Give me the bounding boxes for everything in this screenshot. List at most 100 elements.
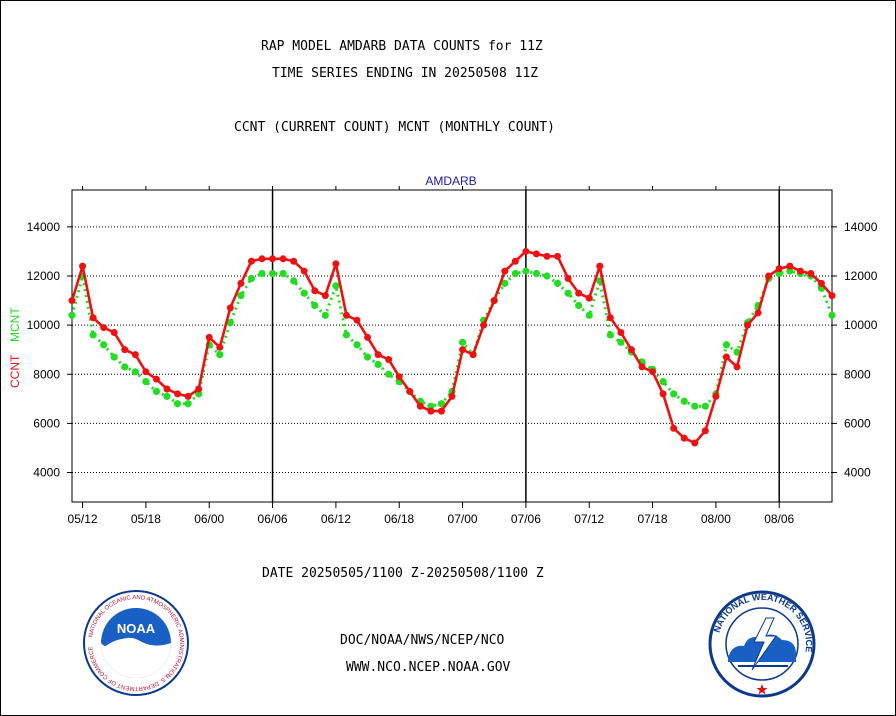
point-ccnt [543, 252, 551, 260]
y-label-mcnt: MCNT [8, 307, 22, 342]
y-tick-label-right: 4000 [844, 466, 871, 480]
point-ccnt [575, 289, 583, 297]
point-ccnt [121, 346, 129, 354]
point-ccnt [152, 375, 160, 383]
point-mcnt [68, 311, 76, 319]
point-ccnt [332, 260, 340, 268]
point-ccnt [321, 292, 329, 300]
point-ccnt [195, 385, 203, 393]
point-ccnt [226, 304, 234, 312]
point-mcnt [363, 353, 372, 361]
point-ccnt [691, 439, 699, 447]
point-ccnt [744, 321, 752, 329]
y-tick-label: 8000 [33, 367, 60, 381]
point-ccnt [606, 314, 614, 322]
point-ccnt [174, 390, 182, 398]
point-ccnt [733, 363, 741, 371]
point-ccnt [754, 309, 762, 317]
point-mcnt [258, 269, 266, 278]
point-mcnt [152, 387, 161, 396]
y-tick-label-right: 8000 [844, 367, 871, 381]
point-ccnt [701, 427, 709, 435]
point-mcnt [163, 392, 171, 400]
y-tick-label: 14000 [27, 220, 61, 234]
point-ccnt [342, 311, 350, 319]
svg-text:NOAA: NOAA [117, 621, 156, 636]
point-mcnt [184, 400, 192, 408]
y-tick-label-right: 14000 [844, 220, 878, 234]
point-ccnt [807, 270, 815, 278]
point-ccnt [796, 267, 804, 275]
point-mcnt [226, 319, 234, 327]
point-ccnt [554, 252, 562, 260]
point-mcnt [458, 338, 467, 346]
point-ccnt [522, 247, 530, 255]
x-tick-label: 08/06 [764, 512, 794, 526]
point-mcnt [216, 350, 224, 359]
point-ccnt [649, 368, 657, 376]
point-mcnt [268, 269, 277, 278]
point-mcnt [237, 292, 245, 300]
point-mcnt [575, 301, 583, 310]
point-mcnt [300, 289, 308, 297]
point-ccnt [765, 272, 773, 280]
point-mcnt [828, 311, 836, 319]
point-mcnt [290, 277, 298, 285]
point-mcnt [437, 400, 446, 408]
point-mcnt [786, 267, 794, 275]
point-mcnt [722, 341, 731, 349]
point-ccnt [269, 255, 277, 263]
point-mcnt [110, 353, 118, 361]
point-ccnt [89, 314, 97, 322]
point-mcnt [142, 378, 150, 386]
point-ccnt [142, 368, 150, 376]
point-ccnt [670, 424, 678, 432]
point-ccnt [110, 328, 118, 336]
point-mcnt [532, 269, 541, 278]
y-tick-label: 12000 [27, 269, 61, 283]
point-ccnt [300, 267, 308, 275]
point-mcnt [670, 390, 678, 398]
point-ccnt [258, 255, 266, 263]
series-ccnt [68, 247, 836, 447]
point-ccnt [184, 392, 192, 400]
point-ccnt [828, 292, 836, 300]
point-ccnt [364, 333, 372, 341]
point-ccnt [279, 255, 287, 263]
point-ccnt [501, 267, 509, 275]
point-ccnt [205, 333, 213, 341]
point-ccnt [786, 262, 794, 270]
x-tick-label: 07/18 [638, 512, 668, 526]
point-ccnt [416, 402, 424, 410]
point-mcnt [279, 269, 287, 278]
plot-border [71, 189, 833, 503]
point-mcnt [501, 279, 509, 287]
point-mcnt [342, 331, 351, 339]
y-tick-label: 10000 [27, 318, 61, 332]
point-ccnt [79, 262, 87, 270]
point-mcnt [659, 378, 667, 386]
point-ccnt [459, 346, 467, 354]
point-ccnt [163, 385, 171, 393]
point-ccnt [564, 274, 572, 282]
series-line-ccnt [70, 250, 833, 445]
point-ccnt [659, 390, 667, 398]
x-tick-label: 06/00 [194, 512, 224, 526]
chart-title-line1: RAP MODEL AMDARB DATA COUNTS for 11Z [261, 39, 543, 54]
x-tick-label: 06/18 [384, 512, 414, 526]
point-mcnt [247, 274, 256, 283]
point-ccnt [817, 279, 825, 287]
point-mcnt [385, 370, 393, 378]
point-ccnt [437, 407, 445, 415]
point-mcnt [353, 341, 361, 349]
chart-title-line2: TIME SERIES ENDING IN 20250508 11Z [272, 66, 539, 81]
point-ccnt [311, 287, 319, 295]
chart-title-line3: CCNT (CURRENT COUNT) MCNT (MONTHLY COUNT… [234, 120, 555, 135]
point-mcnt [131, 368, 139, 376]
point-ccnt [585, 294, 593, 302]
point-mcnt [332, 282, 340, 290]
x-tick-label: 07/06 [511, 512, 541, 526]
noaa-logo: NOAA NATIONAL OCEANIC AND ATMOSPHERIC AD… [83, 590, 189, 696]
point-ccnt [131, 351, 139, 359]
y-tick-label: 6000 [33, 416, 60, 430]
